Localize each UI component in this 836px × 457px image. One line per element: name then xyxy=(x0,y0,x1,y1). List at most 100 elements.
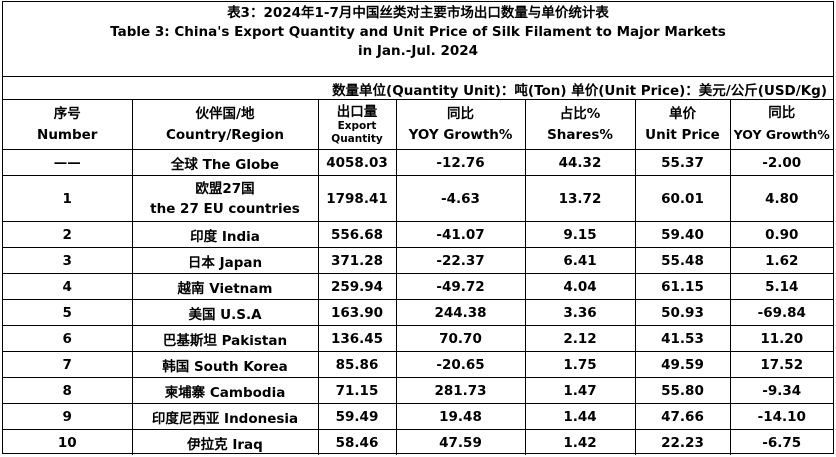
cell-country: 日本 Japan xyxy=(131,247,319,274)
cell-quantity-yoy: 244.38 xyxy=(395,299,526,326)
cell-quantity-yoy: 19.48 xyxy=(395,403,526,430)
table-row: 2 印度 India 556.68 -41.07 9.15 59.40 0.90 xyxy=(3,221,833,248)
cell-number: 10 xyxy=(3,429,133,455)
cell-number: 5 xyxy=(3,299,133,326)
cell-price-yoy: 11.20 xyxy=(729,325,833,352)
table-title: 表3：2024年1-7月中国丝类对主要市场出口数量与单价统计表 Table 3:… xyxy=(3,2,833,61)
cell-quantity: 58.46 xyxy=(317,429,397,455)
cell-share: 13.72 xyxy=(524,175,636,222)
header-country: 伙伴国/地 Country/Region xyxy=(131,100,319,150)
header-number: 序号 Number xyxy=(3,100,133,150)
cell-share: 2.12 xyxy=(524,325,636,352)
cell-country: 印度尼西亚 Indonesia xyxy=(131,403,319,430)
title-english-line1: Table 3: China's Export Quantity and Uni… xyxy=(110,24,726,40)
cell-quantity: 259.94 xyxy=(317,273,397,300)
cell-country: 美国 U.S.A xyxy=(131,299,319,326)
cell-quantity: 163.90 xyxy=(317,299,397,326)
header-unit-price: 单价 Unit Price xyxy=(634,100,731,150)
cell-number: 3 xyxy=(3,247,133,274)
data-table: 序号 Number 伙伴国/地 Country/Region 出口量 Export … xyxy=(3,100,833,455)
cell-number: 6 xyxy=(3,325,133,352)
cell-quantity-yoy: -41.07 xyxy=(395,221,526,248)
cell-quantity: 85.86 xyxy=(317,351,397,378)
table-row: 8 柬埔寨 Cambodia 71.15 281.73 1.47 55.80 -… xyxy=(3,377,833,404)
cell-country: 印度 India xyxy=(131,221,319,248)
cell-number: —— xyxy=(3,149,133,176)
cell-price: 55.80 xyxy=(634,377,731,404)
cell-price: 59.40 xyxy=(634,221,731,248)
cell-share: 1.75 xyxy=(524,351,636,378)
cell-share: 1.44 xyxy=(524,403,636,430)
cell-price-yoy: -14.10 xyxy=(729,403,833,430)
cell-price-yoy: 5.14 xyxy=(729,273,833,300)
cell-share: 1.42 xyxy=(524,429,636,455)
cell-quantity: 136.45 xyxy=(317,325,397,352)
cell-quantity-yoy: -20.65 xyxy=(395,351,526,378)
cell-number: 2 xyxy=(3,221,133,248)
cell-country: 柬埔寨 Cambodia xyxy=(131,377,319,404)
cell-share: 3.36 xyxy=(524,299,636,326)
cell-number: 4 xyxy=(3,273,133,300)
cell-price-yoy: -2.00 xyxy=(729,149,833,176)
table-row: 10 伊拉克 Iraq 58.46 47.59 1.42 22.23 -6.75 xyxy=(3,429,833,455)
cell-country: 伊拉克 Iraq xyxy=(131,429,319,455)
header-row: 序号 Number 伙伴国/地 Country/Region 出口量 Export … xyxy=(3,100,833,150)
cell-price-yoy: 4.80 xyxy=(729,175,833,222)
cell-quantity-yoy: 281.73 xyxy=(395,377,526,404)
header-export-quantity: 出口量 Export Quantity xyxy=(317,100,397,150)
cell-share: 4.04 xyxy=(524,273,636,300)
header-shares: 占比% Shares% xyxy=(524,100,636,150)
cell-quantity: 371.28 xyxy=(317,247,397,274)
unit-note: 数量单位(Quantity Unit)：吨(Ton) 单价(Unit Price… xyxy=(332,83,827,99)
cell-share: 44.32 xyxy=(524,149,636,176)
table-row: —— 全球 The Globe 4058.03 -12.76 44.32 55.… xyxy=(3,149,833,176)
table-row: 1 欧盟27国 the 27 EU countries 1798.41 -4.63… xyxy=(3,175,833,222)
title-english-line2: in Jan.-Jul. 2024 xyxy=(357,43,479,59)
cell-price: 41.53 xyxy=(634,325,731,352)
cell-price: 50.93 xyxy=(634,299,731,326)
cell-price-yoy: 0.90 xyxy=(729,221,833,248)
cell-country: 越南 Vietnam xyxy=(131,273,319,300)
table-row: 7 韩国 South Korea 85.86 -20.65 1.75 49.59… xyxy=(3,351,833,378)
cell-quantity: 71.15 xyxy=(317,377,397,404)
cell-quantity: 4058.03 xyxy=(317,149,397,176)
title-chinese: 表3：2024年1-7月中国丝类对主要市场出口数量与单价统计表 xyxy=(227,5,609,21)
cell-price-yoy: 17.52 xyxy=(729,351,833,378)
cell-price: 55.48 xyxy=(634,247,731,274)
table-row: 4 越南 Vietnam 259.94 -49.72 4.04 61.15 5.… xyxy=(3,273,833,300)
cell-quantity: 556.68 xyxy=(317,221,397,248)
cell-price-yoy: -9.34 xyxy=(729,377,833,404)
header-price-yoy: 同比 YOY Growth% xyxy=(729,100,833,150)
cell-price: 60.01 xyxy=(634,175,731,222)
cell-quantity-yoy: -12.76 xyxy=(395,149,526,176)
cell-price: 55.37 xyxy=(634,149,731,176)
cell-country: 巴基斯坦 Pakistan xyxy=(131,325,319,352)
cell-share: 1.47 xyxy=(524,377,636,404)
cell-share: 6.41 xyxy=(524,247,636,274)
cell-number: 7 xyxy=(3,351,133,378)
cell-price: 22.23 xyxy=(634,429,731,455)
cell-price: 47.66 xyxy=(634,403,731,430)
cell-price-yoy: -6.75 xyxy=(729,429,833,455)
cell-quantity-yoy: -49.72 xyxy=(395,273,526,300)
header-quantity-yoy: 同比 YOY Growth% xyxy=(395,100,526,150)
cell-price: 61.15 xyxy=(634,273,731,300)
cell-price-yoy: -69.84 xyxy=(729,299,833,326)
cell-share: 9.15 xyxy=(524,221,636,248)
cell-quantity: 1798.41 xyxy=(317,175,397,222)
table-row: 3 日本 Japan 371.28 -22.37 6.41 55.48 1.62 xyxy=(3,247,833,274)
cell-number: 1 xyxy=(3,175,133,222)
cell-number: 9 xyxy=(3,403,133,430)
cell-country: 欧盟27国 the 27 EU countries xyxy=(131,175,319,222)
table-row: 9 印度尼西亚 Indonesia 59.49 19.48 1.44 47.66… xyxy=(3,403,833,430)
cell-quantity-yoy: 70.70 xyxy=(395,325,526,352)
cell-number: 8 xyxy=(3,377,133,404)
table-row: 6 巴基斯坦 Pakistan 136.45 70.70 2.12 41.53 … xyxy=(3,325,833,352)
unit-row: 数量单位(Quantity Unit)：吨(Ton) 单价(Unit Price… xyxy=(3,76,833,100)
cell-quantity-yoy: -22.37 xyxy=(395,247,526,274)
cell-quantity: 59.49 xyxy=(317,403,397,430)
cell-price: 49.59 xyxy=(634,351,731,378)
cell-quantity-yoy: 47.59 xyxy=(395,429,526,455)
cell-country: 全球 The Globe xyxy=(131,149,319,176)
